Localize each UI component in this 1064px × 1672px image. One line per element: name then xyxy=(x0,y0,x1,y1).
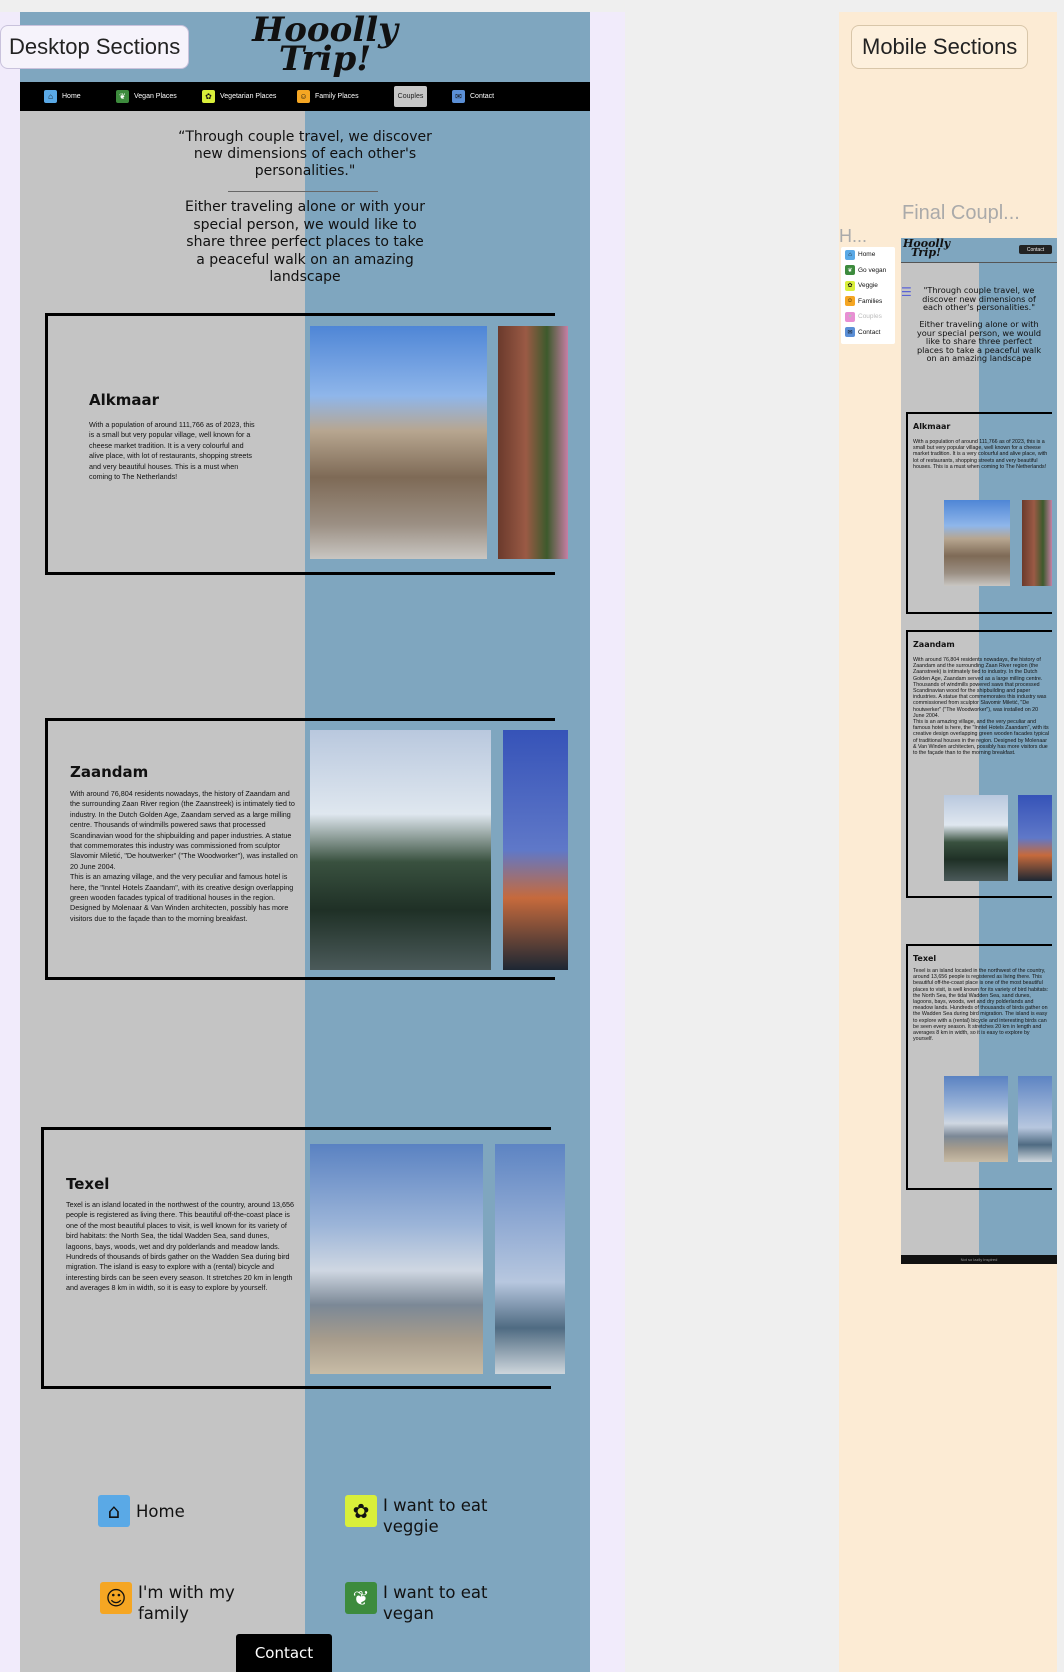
chat-icon: ✉ xyxy=(845,327,855,338)
hamburger-menu-icon[interactable]: ☰ xyxy=(901,285,912,299)
zaandam-photo-1 xyxy=(310,730,491,970)
home-icon: ⌂ xyxy=(98,1495,130,1527)
intro-text: Either traveling alone or with your spec… xyxy=(184,199,425,285)
leaf-icon: ❦ xyxy=(845,265,855,276)
family-icon: ☺ xyxy=(845,296,855,307)
desktop-sections-label: Desktop Sections xyxy=(0,25,190,69)
main-nav: ⌂ Home ❦ Vegan Places ✿ Vegetarian Place… xyxy=(20,82,590,111)
mobile-contact-button[interactable]: Contact xyxy=(1019,245,1052,254)
desktop-couples-frame: Hooolly Trip! ⌂ Home ❦ Vegan Places ✿ Ve… xyxy=(20,12,590,1672)
mobile-menu-couples[interactable]: ♥ Couples xyxy=(841,309,895,325)
zaandam-photo-2 xyxy=(1018,795,1052,881)
leaf-icon: ❦ xyxy=(116,90,129,103)
footer-link-vegan[interactable]: ❦ I want to eat vegan xyxy=(345,1582,525,1624)
nav-couples[interactable]: Couples xyxy=(394,86,427,107)
menu-frame-label: H... xyxy=(839,226,868,246)
mobile-card-texel: Texel Texel is an island located in the … xyxy=(906,944,1052,1190)
quote-divider xyxy=(228,191,378,192)
card-body: Texel is an island located in the northw… xyxy=(913,968,1049,1043)
home-icon: ⌂ xyxy=(44,90,57,103)
place-card-texel: Texel Texel is an island located in the … xyxy=(41,1127,565,1389)
card-body: With a population of around 111,766 as o… xyxy=(913,439,1048,470)
mobile-menu-home[interactable]: ⌂ Home xyxy=(841,247,895,263)
card-body: With around 76,804 residents nowadays, t… xyxy=(913,657,1050,757)
couple-quote: “Through couple travel, we discover new … xyxy=(178,129,432,179)
site-logo[interactable]: Hooolly Trip! xyxy=(252,12,398,79)
mobile-quote: "Through couple travel, we discover new … xyxy=(922,285,1036,312)
leaf-icon: ❦ xyxy=(345,1582,377,1614)
alkmaar-photo-2 xyxy=(1022,500,1052,586)
mobile-footer: Not so lazily inspired xyxy=(901,1255,1057,1264)
alkmaar-photo-2 xyxy=(498,326,568,559)
mobile-menu-veggie[interactable]: ✿ Veggie xyxy=(841,278,895,294)
mobile-menu-contact[interactable]: ✉ Contact xyxy=(841,325,895,341)
footer-link-veggie[interactable]: ✿ I want to eat veggie xyxy=(345,1495,525,1537)
lotus-icon: ✿ xyxy=(202,90,215,103)
place-card-zaandam: Zaandam With around 76,804 residents now… xyxy=(45,718,568,980)
card-body: With around 76,804 residents nowadays, t… xyxy=(70,789,298,923)
family-icon: ☺ xyxy=(100,1582,132,1614)
mobile-logo[interactable]: Hooolly Trip! xyxy=(903,238,951,260)
home-icon: ⌂ xyxy=(845,249,855,260)
mobile-couples-frame: Hooolly Trip! Contact "Through couple tr… xyxy=(901,238,1057,1264)
card-title: Zaandam xyxy=(913,640,955,649)
lotus-icon: ✿ xyxy=(345,1495,377,1527)
contact-button[interactable]: Contact xyxy=(236,1634,332,1672)
card-title: Alkmaar xyxy=(913,422,951,431)
place-card-alkmaar: Alkmaar With a population of around 111,… xyxy=(45,313,568,575)
site-header: Hooolly Trip! xyxy=(20,12,590,82)
nav-vegetarian-places[interactable]: ✿ Vegetarian Places xyxy=(198,86,280,107)
card-body: Texel is an island located in the northw… xyxy=(66,1200,295,1293)
mobile-menu-vegan[interactable]: ❦ Go vegan xyxy=(841,263,895,279)
card-title: Alkmaar xyxy=(89,391,159,409)
zaandam-photo-2 xyxy=(503,730,568,970)
texel-photo-2 xyxy=(495,1144,565,1374)
footer-link-home[interactable]: ⌂ Home xyxy=(98,1495,278,1527)
mobile-sections-label: Mobile Sections xyxy=(851,25,1029,69)
nav-family-places[interactable]: ☺ Family Places xyxy=(293,86,363,107)
card-title: Texel xyxy=(66,1175,110,1193)
mobile-intro: Either traveling alone or with your spec… xyxy=(916,319,1042,363)
zaandam-photo-1 xyxy=(944,795,1008,881)
lotus-icon: ✿ xyxy=(845,280,855,291)
texel-photo-1 xyxy=(310,1144,483,1374)
family-icon: ☺ xyxy=(297,90,310,103)
texel-photo-1 xyxy=(944,1076,1008,1162)
footer-link-family[interactable]: ☺ I'm with my family xyxy=(100,1582,280,1624)
mobile-header: Hooolly Trip! Contact xyxy=(901,238,1057,263)
mobile-card-alkmaar: Alkmaar With a population of around 111,… xyxy=(906,412,1052,614)
couple-icon: ♥ xyxy=(845,311,855,322)
nav-home[interactable]: ⌂ Home xyxy=(40,86,85,107)
mobile-frame-label: Final Coupl... xyxy=(902,202,1020,224)
alkmaar-photo-1 xyxy=(944,500,1010,586)
mobile-menu: ⌂ Home ❦ Go vegan ✿ Veggie ☺ Families ♥ … xyxy=(841,247,895,344)
mobile-menu-families[interactable]: ☺ Families xyxy=(845,296,883,307)
nav-contact[interactable]: ✉ Contact xyxy=(448,86,498,107)
alkmaar-photo-1 xyxy=(310,326,487,559)
card-title: Zaandam xyxy=(70,763,149,781)
card-body: With a population of around 111,766 as o… xyxy=(89,420,255,482)
mobile-card-zaandam: Zaandam With around 76,804 residents now… xyxy=(906,630,1052,898)
chat-icon: ✉ xyxy=(452,90,465,103)
nav-vegan-places[interactable]: ❦ Vegan Places xyxy=(112,86,181,107)
texel-photo-2 xyxy=(1018,1076,1052,1162)
card-title: Texel xyxy=(913,954,937,963)
